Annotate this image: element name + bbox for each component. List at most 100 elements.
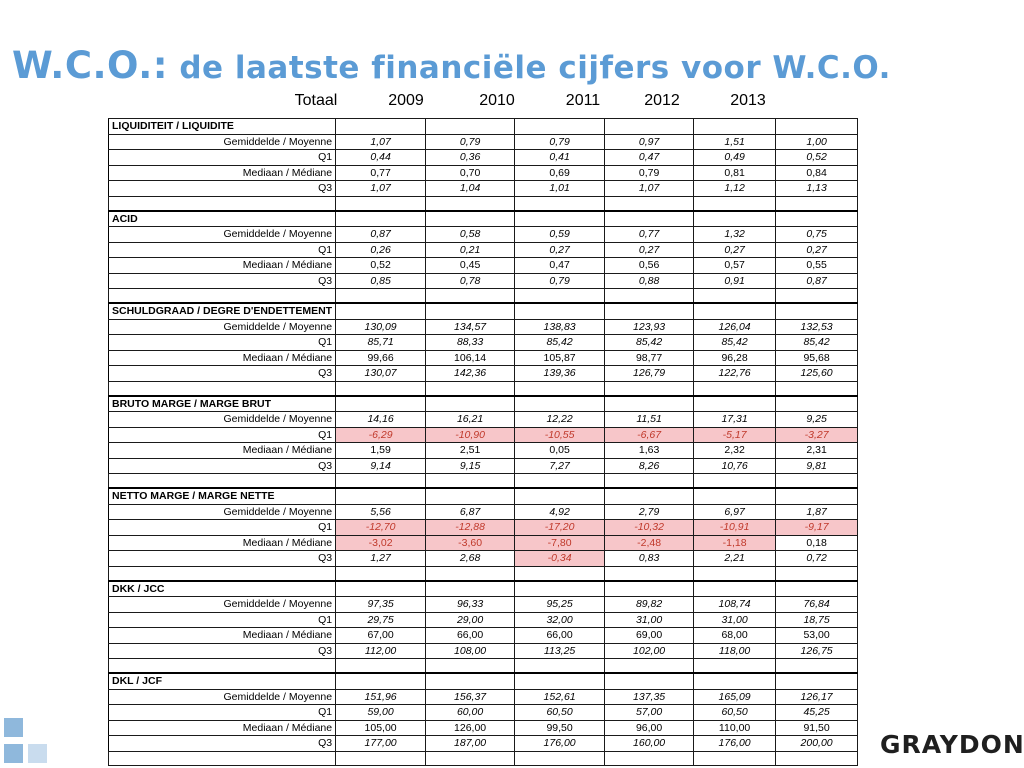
row-label: Q3 xyxy=(107,180,337,197)
table-cell: 32,00 xyxy=(514,611,606,628)
empty-cell xyxy=(107,380,337,396)
column-header-2013: 2013 xyxy=(730,92,766,109)
table-row: Mediaan / Médiane 0,77 0,70 0,69 0,79 0,81 0,8… xyxy=(107,164,859,181)
empty-cell xyxy=(425,195,516,211)
table-cell: 105,00 xyxy=(335,719,427,736)
empty-cell xyxy=(775,380,859,396)
title-prefix: W.C.O.: xyxy=(12,44,169,87)
table-cell: 2,31 xyxy=(775,442,859,459)
table-cell: 1,01 xyxy=(514,180,606,197)
table-cell: 0,91 xyxy=(693,272,777,289)
empty-cell xyxy=(514,302,606,320)
table-cell: 0,57 xyxy=(693,257,777,274)
empty-cell xyxy=(514,473,606,489)
empty-cell xyxy=(335,579,427,597)
table-cell: 105,87 xyxy=(514,349,606,366)
empty-cell xyxy=(514,288,606,304)
empty-cell xyxy=(107,750,337,766)
table-cell: 11,51 xyxy=(604,411,695,428)
table-cell: 60,50 xyxy=(514,704,606,721)
row-label: Gemiddelde / Moyenne xyxy=(107,318,337,335)
table-cell: 2,21 xyxy=(693,550,777,567)
table-row: Gemiddelde / Moyenne 97,35 96,33 95,25 89,82… xyxy=(107,596,859,613)
empty-cell xyxy=(604,288,695,304)
table-cell: 110,00 xyxy=(693,719,777,736)
empty-cell xyxy=(693,750,777,766)
table-cell: 0,18 xyxy=(775,534,859,551)
square-icon xyxy=(4,718,23,737)
empty-cell xyxy=(425,579,516,597)
table-row: Gemiddelde / Moyenne 5,56 6,87 4,92 2,79 6,97… xyxy=(107,503,859,520)
row-label: Gemiddelde / Moyenne xyxy=(107,688,337,705)
section-title: DKK / JCC xyxy=(107,579,337,597)
empty-cell xyxy=(775,658,859,674)
table-cell: -3,02 xyxy=(335,534,427,551)
empty-cell xyxy=(604,209,695,227)
table-cell: -0,34 xyxy=(514,550,606,567)
row-label: Q3 xyxy=(107,457,337,474)
table-cell: -5,17 xyxy=(693,426,777,443)
table-cell: 0,52 xyxy=(335,257,427,274)
table-cell: 0,26 xyxy=(335,241,427,258)
table-cell: 0,78 xyxy=(425,272,516,289)
empty-cell xyxy=(107,195,337,211)
empty-cell xyxy=(693,565,777,581)
empty-cell xyxy=(335,288,427,304)
table-cell: 95,68 xyxy=(775,349,859,366)
table-cell: 0,83 xyxy=(604,550,695,567)
column-header-total: Totaal xyxy=(294,92,338,109)
empty-cell xyxy=(693,195,777,211)
empty-cell xyxy=(335,118,427,135)
table-cell: 1,07 xyxy=(335,133,427,150)
table-cell: 0,77 xyxy=(604,226,695,243)
empty-cell xyxy=(775,394,859,412)
table-cell: 4,92 xyxy=(514,503,606,520)
row-label: Gemiddelde / Moyenne xyxy=(107,411,337,428)
row-label: Gemiddelde / Moyenne xyxy=(107,133,337,150)
table-cell: 1,32 xyxy=(693,226,777,243)
empty-cell xyxy=(604,118,695,135)
column-header-2010: 2010 xyxy=(479,92,515,109)
table-cell: 126,04 xyxy=(693,318,777,335)
row-label: Mediaan / Médiane xyxy=(107,534,337,551)
empty-cell xyxy=(514,565,606,581)
empty-cell xyxy=(775,473,859,489)
table-row: Mediaan / Médiane 105,00 126,00 99,50 96,00 1… xyxy=(107,719,859,736)
table-cell: 66,00 xyxy=(514,627,606,644)
empty-cell xyxy=(775,487,859,505)
table-row: Q3 130,07 142,36 139,36 126,79 122,76 125,60 xyxy=(107,365,859,382)
table-cell: 0,87 xyxy=(335,226,427,243)
table-cell: 53,00 xyxy=(775,627,859,644)
table-cell: -10,32 xyxy=(604,519,695,536)
empty-cell xyxy=(604,658,695,674)
empty-cell xyxy=(604,195,695,211)
table-cell: 31,00 xyxy=(693,611,777,628)
table-cell: 18,75 xyxy=(775,611,859,628)
table-row: Q1 59,00 60,00 60,50 57,00 60,50 45,25 xyxy=(107,704,859,721)
empty-cell xyxy=(425,672,516,690)
table-cell: 0,79 xyxy=(604,164,695,181)
table-cell: 1,27 xyxy=(335,550,427,567)
empty-cell xyxy=(514,579,606,597)
row-label: Mediaan / Médiane xyxy=(107,442,337,459)
section-title: DKL / JCF xyxy=(107,672,337,690)
row-label: Mediaan / Médiane xyxy=(107,627,337,644)
empty-cell xyxy=(604,672,695,690)
table-cell: 132,53 xyxy=(775,318,859,335)
empty-cell xyxy=(335,394,427,412)
section-header-row: DKK / JCC xyxy=(107,579,859,597)
empty-cell xyxy=(514,750,606,766)
square-icon xyxy=(4,744,23,763)
square-icon xyxy=(28,744,47,763)
table-cell: 102,00 xyxy=(604,642,695,659)
table-cell: -3,60 xyxy=(425,534,516,551)
table-cell: 88,33 xyxy=(425,334,516,351)
table-cell: 108,74 xyxy=(693,596,777,613)
slide-title: W.C.O.: de laatste financiële cijfers vo… xyxy=(12,44,891,87)
table-cell: 96,00 xyxy=(604,719,695,736)
empty-cell xyxy=(604,380,695,396)
empty-cell xyxy=(335,209,427,227)
table-cell: 0,52 xyxy=(775,149,859,166)
empty-cell xyxy=(775,288,859,304)
table-row: Gemiddelde / Moyenne 0,87 0,58 0,59 0,77 1,32… xyxy=(107,226,859,243)
